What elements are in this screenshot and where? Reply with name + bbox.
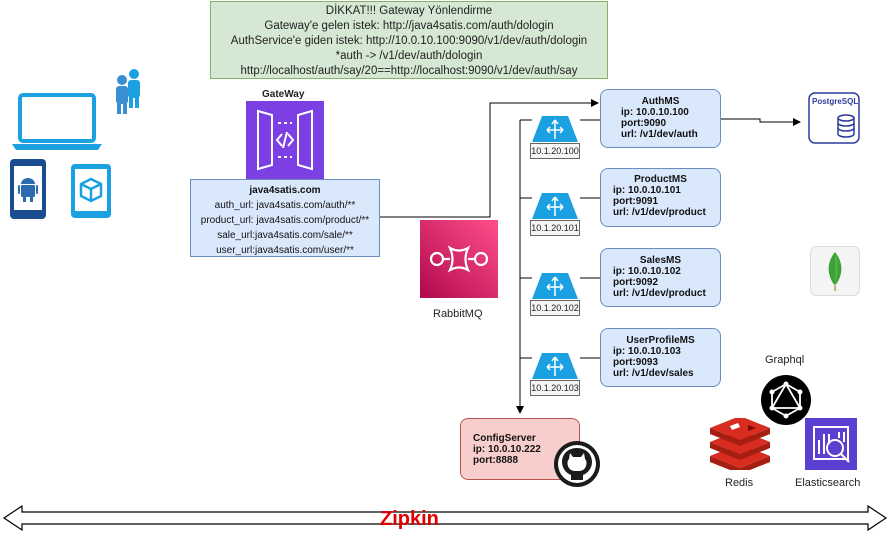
gateway-route: user_url:java4satis.com/user/** (216, 245, 354, 256)
graphql-label: Graphql (765, 354, 805, 366)
gateway-domain: java4satis.com (249, 185, 321, 196)
service-ip: ip: 10.0.10.102 (613, 266, 681, 277)
load-balancer-ip: 10.1.20.100 (530, 143, 580, 159)
service-title: UserProfileMS (626, 335, 695, 346)
load-balancer-icon (532, 116, 578, 142)
load-balancer-ip: 10.1.20.101 (530, 220, 580, 236)
gateway-to-auth-connector (380, 99, 599, 218)
load-balancer-ip: 10.1.20.103 (530, 380, 580, 396)
service-box-userprofile: UserProfileMS ip: 10.0.10.103 port:9093 … (600, 328, 721, 387)
laptop-icon (12, 93, 102, 150)
gateway-label: GateWay (262, 89, 305, 100)
zipkin-label: Zipkin (380, 508, 439, 530)
service-ip: ip: 10.0.10.101 (613, 185, 681, 196)
service-url: url: /v1/dev/product (613, 207, 706, 218)
load-balancer-ip: 10.1.20.102 (530, 300, 580, 316)
service-port: port:9090 (621, 118, 667, 129)
auth-to-postgres-connector (721, 118, 801, 126)
postgresql-label: PostgreSQL (812, 97, 859, 106)
note-line: Gateway'e gelen istek: http://java4satis… (264, 20, 554, 32)
mongodb-icon (810, 246, 860, 296)
load-balancer-sales: 10.1.20.102 (530, 272, 580, 316)
load-balancer-icon (532, 193, 578, 219)
service-title: SalesMS (639, 255, 682, 266)
note-line: *auth -> /v1/dev/auth/dologin (335, 50, 483, 62)
gateway-route: auth_url: java4satis.com/auth/** (214, 200, 356, 211)
config-server-ip: ip: 10.0.10.222 (473, 444, 541, 455)
service-url: url: /v1/dev/sales (613, 368, 694, 379)
load-balancer-icon (532, 273, 578, 299)
postgresql-icon (808, 92, 860, 144)
service-port: port:9093 (613, 357, 659, 368)
service-ip: ip: 10.0.10.103 (613, 346, 681, 357)
service-port: port:9092 (613, 277, 659, 288)
elasticsearch-label: Elasticsearch (795, 477, 861, 489)
zipkin-double-arrow (2, 504, 888, 532)
note-line: DİKKAT!!! Gateway Yönlendirme (325, 5, 493, 17)
redis-icon (710, 418, 770, 470)
gateway-route: sale_url:java4satis.com/sale/** (217, 230, 353, 241)
gateway-routing-note: DİKKAT!!! Gateway Yönlendirme Gateway'e … (210, 1, 608, 79)
service-port: port:9091 (613, 196, 659, 207)
service-title: AuthMS (641, 96, 680, 107)
github-icon (554, 441, 600, 487)
redis-label: Redis (725, 477, 754, 489)
note-line: http://localhost/auth/say/20==http://loc… (240, 65, 578, 77)
users-group-icon (116, 69, 140, 114)
gateway-route: product_url: java4satis.com/product/** (200, 215, 370, 226)
gateway-routes-box: java4satis.com auth_url: java4satis.com/… (190, 179, 380, 257)
service-box-auth: AuthMS ip: 10.0.10.100 port:9090 url: /v… (600, 89, 721, 148)
config-server-port: port:8888 (473, 455, 519, 466)
service-box-product: ProductMS ip: 10.0.10.101 port:9091 url:… (600, 168, 721, 227)
api-gateway-icon (246, 101, 324, 179)
rabbitmq-label: RabbitMQ (433, 308, 483, 320)
note-line: AuthService'e giden istek: http://10.0.1… (230, 35, 588, 47)
service-box-sales: SalesMS ip: 10.0.10.102 port:9092 url: /… (600, 248, 721, 307)
load-balancer-userprofile: 10.1.20.103 (530, 352, 580, 396)
service-ip: ip: 10.0.10.100 (621, 107, 689, 118)
load-balancer-auth: 10.1.20.100 (530, 115, 580, 159)
rabbitmq-icon (420, 220, 498, 298)
load-balancer-icon (532, 353, 578, 379)
tablet-app-icon (71, 164, 111, 218)
service-url: url: /v1/dev/product (613, 288, 706, 299)
elasticsearch-icon (805, 418, 857, 470)
config-server-title: ConfigServer (473, 433, 536, 444)
service-title: ProductMS (634, 174, 687, 185)
android-phone-icon (10, 159, 46, 219)
service-url: url: /v1/dev/auth (621, 129, 698, 140)
load-balancer-product: 10.1.20.101 (530, 192, 580, 236)
graphql-icon (761, 375, 811, 425)
